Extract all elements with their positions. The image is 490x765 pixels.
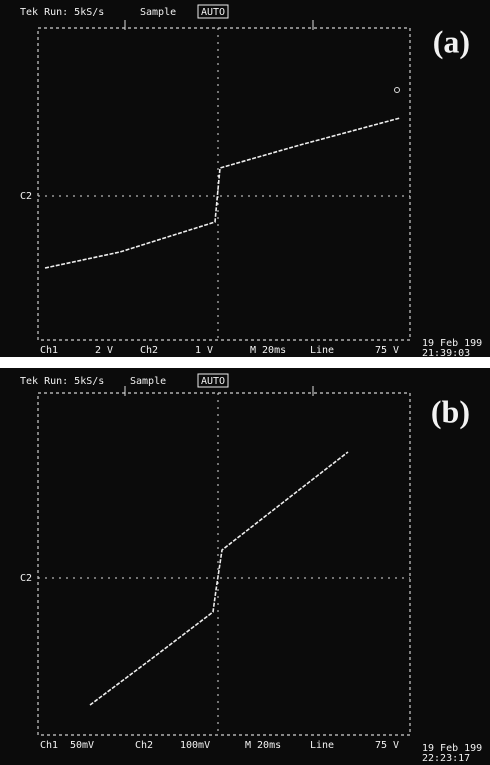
ch1-scale: 50mV [70, 740, 94, 751]
ch1-scale: 2 V [95, 345, 113, 356]
date: 19 Feb 199 [422, 338, 482, 349]
mode: Sample [130, 376, 166, 387]
ch2-scale: 100mV [180, 740, 210, 751]
trace [89, 451, 349, 706]
panel-label: (b) [431, 393, 470, 429]
ch1-label: Ch1 [40, 740, 58, 751]
trigger-box [197, 373, 229, 388]
channel-marker: C2 [20, 573, 32, 584]
trigger: AUTO [201, 7, 225, 18]
timebase: M 20ms [250, 345, 286, 356]
time: 21:39:03 [422, 348, 470, 359]
trigger-source: Line [310, 345, 334, 356]
timebase: M 20ms [245, 740, 281, 751]
marker [394, 87, 400, 93]
ch2-label: Ch2 [140, 345, 158, 356]
date: 19 Feb 199 [422, 743, 482, 754]
panel-label: (a) [433, 23, 470, 59]
trigger-level: 75 V [375, 740, 399, 751]
channel-marker: C2 [20, 191, 32, 202]
trigger-source: Line [310, 740, 334, 751]
graticule-frame [37, 392, 411, 736]
screen [0, 0, 490, 357]
ch2-scale: 1 V [195, 345, 213, 356]
ch2-label: Ch2 [135, 740, 153, 751]
time: 22:23:17 [422, 753, 470, 764]
trigger-box [197, 4, 229, 19]
trigger: AUTO [201, 376, 225, 387]
mode: Sample [140, 7, 176, 18]
panel-a: Tek Run: 5kS/s Sample AUTO (a) C2 Ch1 2 … [0, 0, 490, 359]
panel-b: Tek Run: 5kS/s Sample AUTO (b) C2 Ch1 50… [0, 368, 490, 765]
ch1-label: Ch1 [40, 345, 58, 356]
screen [0, 368, 490, 765]
trace [44, 117, 401, 269]
graticule-frame [37, 27, 411, 341]
status: Tek Run: 5kS/s [20, 7, 104, 18]
trigger-level: 75 V [375, 345, 399, 356]
status: Tek Run: 5kS/s [20, 376, 104, 387]
